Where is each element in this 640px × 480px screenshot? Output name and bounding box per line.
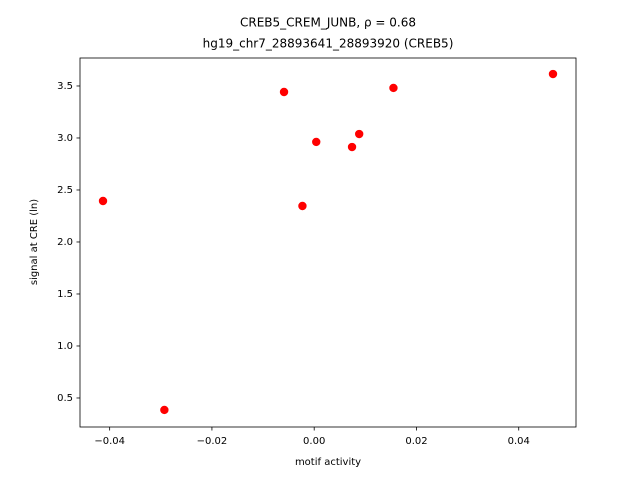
point bbox=[160, 405, 169, 415]
point bbox=[298, 201, 307, 211]
x-tick-label: −0.04 bbox=[94, 436, 125, 447]
y-tick-label: 2.0 bbox=[57, 237, 73, 248]
point bbox=[389, 83, 398, 93]
point bbox=[279, 87, 289, 97]
y-tick-label: 0.5 bbox=[57, 393, 73, 404]
y-tick-label: 1.5 bbox=[57, 289, 73, 300]
x-axis-label: motif activity bbox=[295, 457, 361, 468]
chart-subtitle: hg19_chr7_28893641_28893920 (CREB5) bbox=[203, 37, 454, 51]
x-tick-label: −0.02 bbox=[197, 436, 228, 447]
chart-title: CREB5_CREM_JUNB, ρ = 0.68 bbox=[240, 16, 416, 30]
point bbox=[354, 129, 364, 139]
plot-frame bbox=[79, 57, 577, 428]
point bbox=[347, 142, 357, 152]
y-axis-label: signal at CRE (ln) bbox=[29, 199, 40, 285]
y-tick-label: 2.5 bbox=[57, 185, 73, 196]
x-tick-label: 0.00 bbox=[303, 436, 325, 447]
x-tick-label: 0.04 bbox=[508, 436, 530, 447]
point bbox=[98, 196, 108, 206]
y-tick-label: 3.5 bbox=[57, 81, 73, 92]
x-tick-label: 0.02 bbox=[405, 436, 427, 447]
y-tick-label: 1.0 bbox=[57, 341, 73, 352]
point bbox=[312, 137, 321, 147]
y-tick-label: 3.0 bbox=[57, 133, 73, 144]
point bbox=[548, 69, 558, 79]
